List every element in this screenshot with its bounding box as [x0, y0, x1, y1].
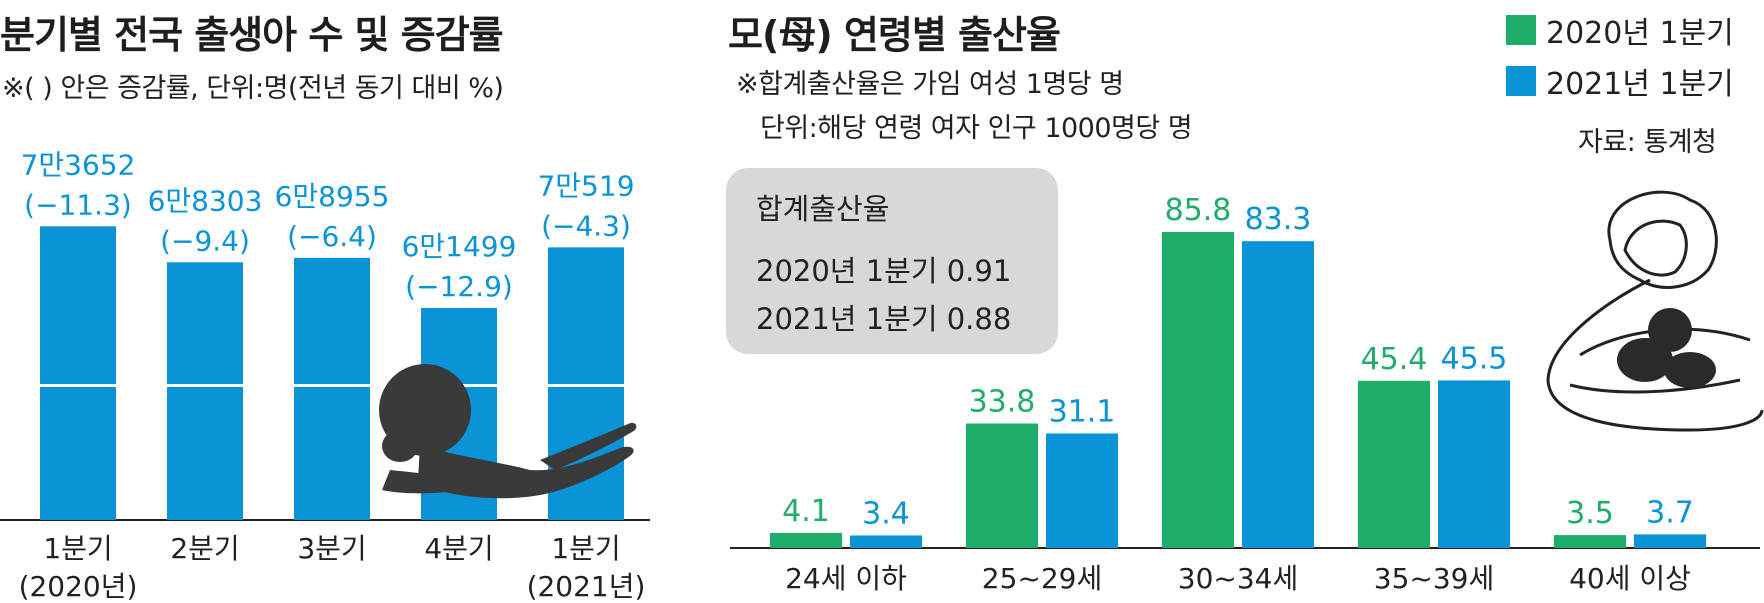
total-fertility-2020: 2020년 1분기 0.91 [756, 254, 1012, 288]
axis-break-mark [39, 384, 117, 387]
births-value-label: 6만1499 [402, 230, 517, 263]
fertility-value-label: 83.3 [1245, 202, 1312, 237]
legend-swatch-2020 [1506, 15, 1536, 45]
fertility-bar [770, 532, 842, 548]
fertility-bar [1358, 380, 1430, 548]
axis-break-mark [293, 384, 371, 387]
fertility-bar [1438, 380, 1510, 548]
right-chart-note-2: 단위:해당 연령 여자 인구 1000명당 명 [760, 113, 1193, 144]
births-change-label: (−12.9) [405, 270, 513, 303]
legend-label-2020: 2020년 1분기 [1546, 16, 1734, 51]
births-change-label: (−6.4) [287, 220, 377, 253]
legend-label-2021: 2021년 1분기 [1546, 67, 1734, 102]
fertility-bar [850, 535, 922, 548]
quarter-tick-label: 2분기 [170, 532, 239, 565]
source-label: 자료: 통계청 [1578, 127, 1717, 158]
age-group-tick-label: 25~29세 [982, 562, 1102, 595]
fertility-value-label: 4.1 [782, 494, 830, 529]
quarter-tick-label: 4분기 [424, 532, 493, 565]
age-group-tick-label: 35~39세 [1374, 562, 1494, 595]
fertility-bar [1554, 535, 1626, 548]
fertility-value-label: 3.7 [1646, 495, 1694, 530]
quarter-tick-label: (2020년) [19, 570, 138, 603]
fertility-bar [966, 423, 1038, 548]
total-fertility-title: 합계출산율 [756, 192, 890, 226]
births-bar [294, 257, 370, 520]
total-fertility-2021: 2021년 1분기 0.88 [756, 302, 1012, 336]
births-value-label: 6만8955 [275, 180, 390, 213]
legend-swatch-2021 [1506, 66, 1536, 96]
fertility-bar [1634, 534, 1706, 548]
fertility-bar [1242, 241, 1314, 548]
axis-break-mark [166, 384, 244, 387]
axis-break-mark [547, 384, 625, 387]
births-change-label: (−9.4) [160, 224, 250, 257]
age-group-tick-label: 40세 이상 [1569, 562, 1691, 595]
fertility-value-label: 45.5 [1441, 341, 1508, 376]
fertility-bar [1162, 232, 1234, 548]
quarter-tick-label: 1분기 [551, 532, 620, 565]
births-value-label: 6만8303 [148, 184, 263, 217]
right-chart-title: 모(母) 연령별 출산율 [728, 13, 1061, 57]
left-chart-note: ※( ) 안은 증감률, 단위:명(전년 동기 대비 %) [2, 73, 504, 104]
baby-in-arms [1617, 308, 1716, 388]
baby-silhouette [379, 364, 637, 499]
age-group-tick-label: 30~34세 [1178, 562, 1298, 595]
fertility-value-label: 3.4 [862, 496, 910, 531]
quarter-tick-label: (2021년) [527, 570, 646, 603]
fertility-value-label: 45.4 [1361, 342, 1428, 377]
fertility-value-label: 33.8 [969, 385, 1036, 420]
right-chart-note-1: ※합계출산율은 가임 여성 1명당 명 [736, 69, 1124, 100]
fertility-value-label: 31.1 [1049, 394, 1116, 429]
fertility-value-label: 85.8 [1165, 193, 1232, 228]
crawling-baby-illustration [379, 364, 637, 499]
births-change-label: (−11.3) [24, 188, 132, 221]
total-fertility-box: 합계출산율 2020년 1분기 0.91 2021년 1분기 0.88 [726, 168, 1058, 354]
age-group-tick-label: 24세 이하 [785, 562, 907, 595]
births-change-label: (−4.3) [541, 209, 631, 242]
quarter-tick-label: 1분기 [43, 532, 112, 565]
fertility-bar [1046, 433, 1118, 548]
births-value-label: 7만3652 [21, 148, 136, 181]
fertility-value-label: 3.5 [1566, 496, 1614, 531]
mother-outline [1546, 190, 1764, 432]
births-bar [167, 262, 243, 520]
left-chart-title: 분기별 전국 출생아 수 및 증감률 [0, 13, 504, 57]
mother-holding-baby-illustration [1546, 190, 1764, 432]
births-value-label: 7만519 [537, 169, 634, 202]
quarter-tick-label: 3분기 [297, 532, 366, 565]
births-bar [40, 226, 116, 520]
